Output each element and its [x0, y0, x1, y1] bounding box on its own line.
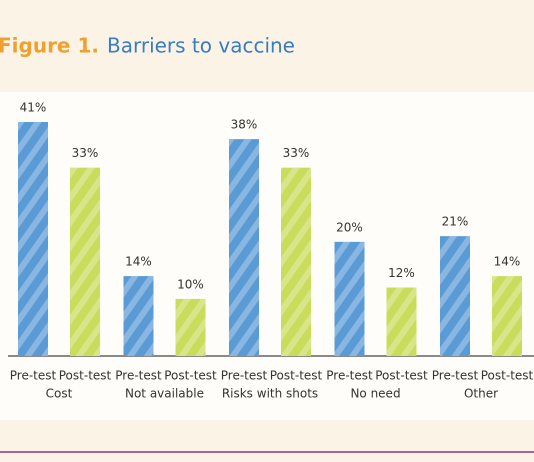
value-label: 12% — [388, 266, 415, 280]
bar-texture — [386, 287, 417, 356]
bar-texture — [492, 276, 522, 356]
bar-texture — [70, 167, 100, 356]
category-label: Other — [464, 387, 498, 401]
category-label: Not available — [125, 387, 204, 401]
category-label: Risks with shots — [222, 387, 318, 401]
category-label: No need — [350, 387, 400, 401]
footer-band — [0, 420, 534, 462]
value-label: 14% — [125, 255, 152, 269]
series-label: Post-test — [375, 369, 428, 383]
bar-texture — [18, 122, 48, 356]
bar-texture — [440, 236, 470, 356]
bar-texture — [175, 298, 206, 356]
series-label: Pre-test — [221, 369, 268, 383]
bar-texture — [281, 167, 311, 356]
value-label: 33% — [72, 146, 99, 160]
series-label: Pre-test — [432, 369, 479, 383]
series-label: Pre-test — [115, 369, 162, 383]
figure-label: Figure 1. — [0, 34, 99, 58]
series-label: Pre-test — [326, 369, 373, 383]
header-band — [0, 0, 534, 92]
value-label: 38% — [231, 118, 258, 132]
value-label: 10% — [177, 277, 204, 291]
series-label: Post-test — [164, 369, 217, 383]
series-label: Pre-test — [10, 369, 57, 383]
chart-title: Barriers to vaccine — [107, 34, 295, 58]
bar-texture — [123, 276, 154, 356]
value-label: 33% — [283, 146, 310, 160]
category-label: Cost — [46, 387, 73, 401]
bar-texture — [229, 139, 259, 356]
series-label: Post-test — [270, 369, 323, 383]
bar-texture — [334, 241, 365, 356]
value-label: 14% — [494, 255, 521, 269]
value-label: 20% — [336, 220, 363, 234]
series-label: Post-test — [481, 369, 534, 383]
series-label: Post-test — [59, 369, 112, 383]
value-label: 21% — [442, 215, 469, 229]
value-label: 41% — [20, 101, 47, 115]
